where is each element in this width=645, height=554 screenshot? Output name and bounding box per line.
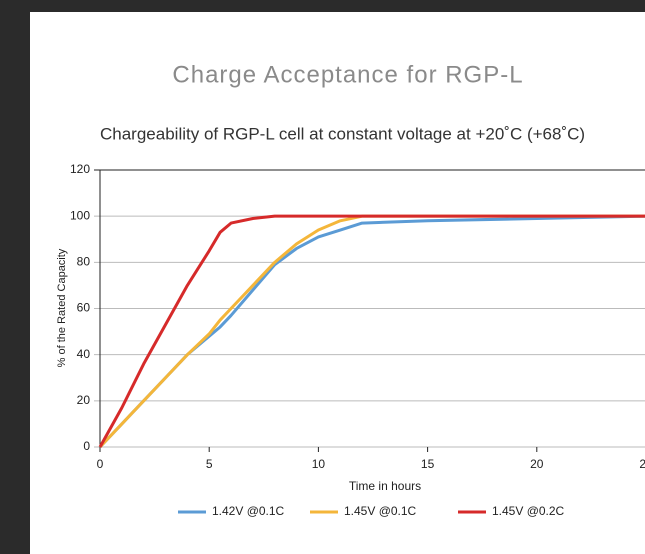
y-tick-label: 80	[77, 255, 91, 269]
panel	[30, 12, 645, 554]
y-tick-label: 60	[77, 301, 91, 315]
x-tick-label: 0	[97, 457, 104, 471]
legend-label: 1.45V @0.1C	[344, 504, 417, 518]
y-tick-label: 40	[77, 347, 91, 361]
chart: Charge Acceptance for RGP-L Chargeabilit…	[0, 0, 645, 554]
x-tick-label: 10	[312, 457, 326, 471]
x-tick-label: 25	[639, 457, 645, 471]
chart-subtitle: Chargeability of RGP-L cell at constant …	[100, 124, 585, 143]
y-axis-label: % of the Rated Capacity	[56, 248, 68, 367]
y-tick-label: 20	[77, 393, 91, 407]
y-tick-label: 120	[70, 162, 90, 176]
legend-label: 1.42V @0.1C	[212, 504, 285, 518]
y-tick-label: 100	[70, 208, 90, 222]
x-tick-label: 20	[530, 457, 544, 471]
x-tick-label: 5	[206, 457, 213, 471]
chart-title: Charge Acceptance for RGP-L	[172, 61, 523, 88]
x-tick-label: 15	[421, 457, 435, 471]
x-axis-label: Time in hours	[349, 479, 421, 493]
legend-label: 1.45V @0.2C	[492, 504, 565, 518]
y-tick-label: 0	[83, 439, 90, 453]
